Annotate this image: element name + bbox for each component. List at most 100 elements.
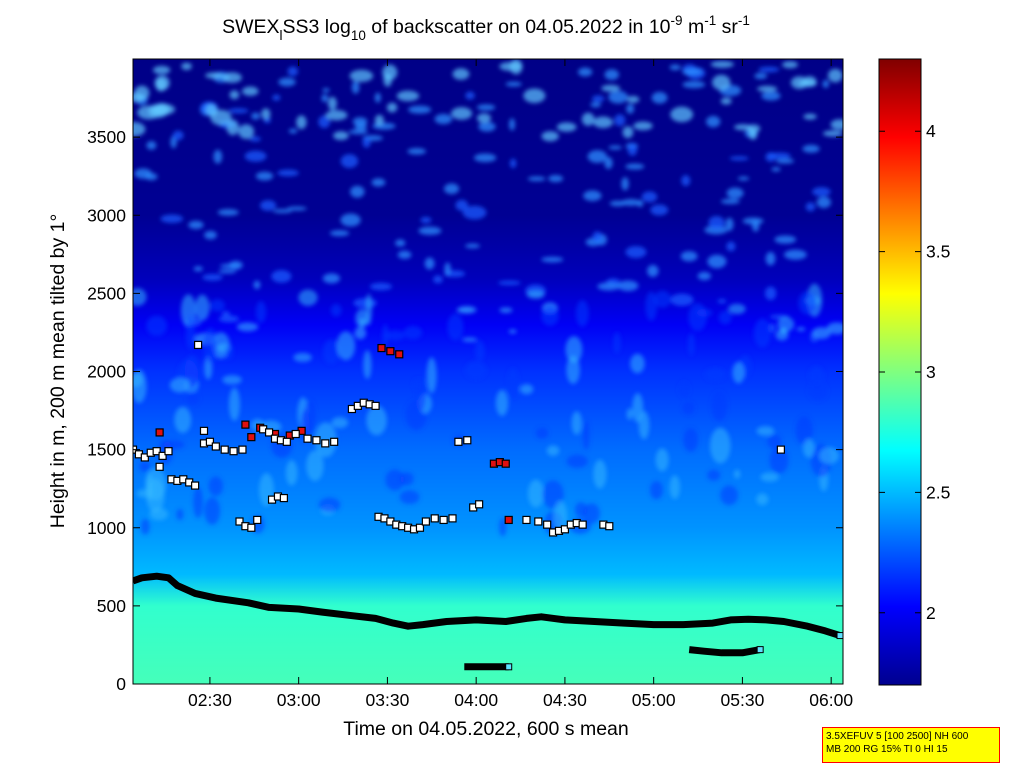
x-tick-label: 03:30 bbox=[366, 690, 410, 710]
detection-point bbox=[395, 350, 404, 359]
detection-point bbox=[605, 522, 614, 531]
aerosol-patch bbox=[613, 332, 621, 354]
aerosol-patch bbox=[767, 434, 782, 449]
aerosol-patch bbox=[327, 96, 337, 111]
aerosol-patch bbox=[765, 152, 776, 162]
aerosol-patch bbox=[614, 114, 626, 127]
aerosol-patch bbox=[726, 187, 744, 199]
aerosol-patch bbox=[365, 293, 373, 326]
colorbar-tick-label: 4 bbox=[926, 121, 936, 141]
detection-point bbox=[264, 428, 274, 437]
aerosol-patch bbox=[822, 130, 843, 137]
aerosol-patch bbox=[712, 74, 731, 91]
layer-end-marker bbox=[836, 632, 843, 640]
aerosol-patch bbox=[205, 103, 218, 117]
aerosol-patch bbox=[193, 266, 203, 272]
aerosol-patch bbox=[523, 88, 546, 104]
aerosol-patch bbox=[795, 416, 813, 446]
aerosol-patch bbox=[527, 176, 546, 182]
detection-point bbox=[371, 401, 380, 410]
aerosol-patch bbox=[278, 77, 296, 87]
aerosol-patch bbox=[548, 174, 564, 183]
aerosol-patch bbox=[382, 64, 398, 81]
aerosol-patch bbox=[508, 329, 517, 334]
detection-point bbox=[155, 462, 164, 471]
aerosol-patch bbox=[717, 299, 727, 304]
x-tick-label: 04:30 bbox=[543, 690, 587, 710]
aerosol-patch bbox=[669, 475, 681, 499]
detection-point bbox=[312, 436, 321, 445]
aerosol-patch bbox=[604, 157, 613, 170]
aerosol-patch bbox=[649, 480, 663, 500]
aerosol-patch bbox=[683, 428, 699, 452]
detection-point bbox=[220, 445, 229, 454]
y-tick-label: 500 bbox=[97, 596, 126, 616]
aerosol-patch bbox=[226, 119, 239, 136]
aerosol-patch bbox=[255, 300, 267, 323]
aerosol-patch bbox=[726, 241, 736, 252]
aerosol-patch bbox=[680, 251, 698, 262]
aerosol-patch bbox=[330, 303, 342, 317]
layer-end-marker bbox=[505, 663, 513, 671]
aerosol-patch bbox=[415, 378, 427, 411]
aerosol-patch bbox=[720, 485, 739, 506]
detection-point bbox=[377, 343, 386, 353]
aerosol-patch bbox=[362, 137, 371, 148]
aerosol-patch bbox=[608, 90, 628, 104]
aerosol-patch bbox=[418, 226, 442, 235]
aerosol-patch bbox=[464, 361, 487, 380]
aerosol-patch bbox=[146, 315, 168, 336]
aerosol-patch bbox=[819, 447, 840, 465]
detection-point bbox=[152, 447, 161, 456]
aerosol-patch bbox=[811, 327, 831, 340]
aerosol-patch bbox=[498, 280, 521, 286]
aerosol-patch bbox=[803, 113, 817, 120]
detection-point bbox=[439, 515, 448, 525]
aerosol-patch bbox=[366, 405, 387, 436]
aerosol-patch bbox=[583, 190, 602, 202]
aerosol-patch bbox=[757, 85, 778, 92]
aerosol-patch bbox=[140, 518, 150, 535]
detection-point bbox=[475, 500, 484, 509]
aerosol-patch bbox=[734, 124, 752, 131]
detection-point bbox=[164, 447, 173, 456]
detection-point bbox=[386, 347, 395, 356]
aerosol-patch bbox=[194, 294, 210, 321]
y-axis-label: Height in m, 200 m mean tilted by 1° bbox=[47, 214, 69, 529]
aerosol-patch bbox=[641, 191, 658, 203]
aerosol-patch bbox=[221, 311, 231, 317]
aerosol-patch bbox=[476, 104, 496, 111]
aerosol-patch bbox=[617, 280, 639, 292]
aerosol-patch bbox=[553, 500, 568, 532]
aerosol-patch bbox=[678, 381, 690, 398]
aerosol-patch bbox=[541, 306, 559, 326]
detection-point bbox=[454, 437, 463, 446]
settings-info-box: 3.5XEFUV 5 [100 2500] NH 600 MB 200 RG 1… bbox=[822, 727, 1000, 763]
aerosol-patch bbox=[590, 101, 602, 108]
aerosol-patch bbox=[571, 411, 582, 435]
detection-point bbox=[158, 451, 167, 460]
aerosol-patch bbox=[181, 62, 192, 71]
aerosol-patch bbox=[329, 230, 350, 237]
aerosol-patch bbox=[688, 303, 707, 332]
detection-point bbox=[191, 481, 200, 490]
aerosol-patch bbox=[822, 79, 830, 89]
detection-point bbox=[415, 523, 425, 532]
aerosol-patch bbox=[408, 105, 432, 114]
aerosol-patch bbox=[816, 196, 832, 209]
aerosol-patch bbox=[287, 66, 299, 77]
aerosol-patch bbox=[796, 327, 806, 332]
aerosol-patch bbox=[669, 64, 681, 71]
aerosol-patch bbox=[625, 246, 647, 259]
aerosol-patch bbox=[704, 367, 726, 381]
aerosol-patch bbox=[133, 288, 147, 306]
y-tick-label: 2000 bbox=[87, 362, 126, 382]
aerosol-patch bbox=[592, 231, 603, 242]
aerosol-patch bbox=[176, 508, 184, 521]
backscatter-texture bbox=[133, 59, 843, 537]
aerosol-patch bbox=[286, 206, 307, 211]
detection-point bbox=[421, 517, 430, 526]
aerosol-patch bbox=[259, 200, 277, 211]
aerosol-patch bbox=[527, 479, 544, 508]
aerosol-patch bbox=[139, 461, 151, 472]
